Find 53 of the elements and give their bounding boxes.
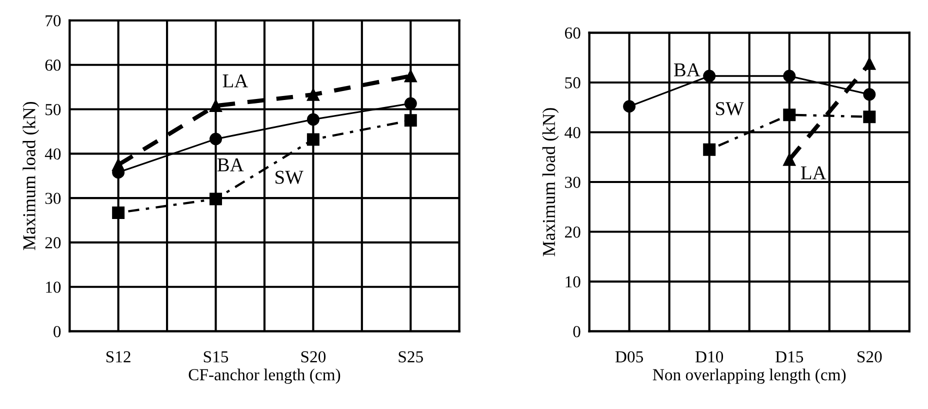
- x-tick-label: D15: [776, 351, 804, 362]
- y-tick-label: 50: [565, 77, 580, 88]
- y-axis-title: Maximum load (kN): [22, 102, 40, 250]
- x-tick-label: S25: [398, 351, 423, 362]
- point: [863, 88, 876, 101]
- y-tick-label: 0: [54, 326, 61, 338]
- y-tick-label: 40: [44, 148, 61, 160]
- series-label: SW: [276, 170, 304, 184]
- point: [863, 57, 876, 70]
- point: [703, 70, 716, 82]
- point: [306, 133, 320, 146]
- y-tick-label: 10: [46, 282, 61, 293]
- x-axis-title: Non overlapping length (cm): [652, 368, 846, 384]
- x-tick-label: D05: [615, 351, 643, 362]
- point: [210, 132, 222, 146]
- point: [404, 97, 417, 110]
- y-tick-label: 20: [45, 237, 61, 248]
- y-tick-label: 60: [564, 27, 580, 39]
- point: [863, 110, 876, 124]
- y-tick-label: 50: [46, 104, 61, 116]
- x-axis-title: CF-anchor length (cm): [188, 368, 340, 384]
- point: [783, 70, 796, 82]
- point: [112, 206, 125, 219]
- point: [112, 158, 125, 172]
- x-tick-label: S15: [204, 351, 228, 362]
- x-tick-label: D10: [695, 351, 724, 362]
- y-tick-label: 60: [45, 60, 61, 71]
- y-tick-label: 0: [573, 326, 580, 338]
- y-tick-label: 20: [565, 226, 580, 238]
- point: [210, 99, 222, 112]
- x-tick-label: S12: [106, 351, 130, 362]
- x-tick-label: S20: [301, 351, 326, 362]
- y-axis-title: Maximum load (kN): [542, 108, 559, 256]
- series-label: BA: [217, 158, 244, 172]
- y-tick-label: 30: [45, 192, 61, 204]
- x-tick-label: S20: [858, 351, 882, 362]
- point: [623, 100, 636, 113]
- y-tick-label: 30: [565, 176, 580, 188]
- series-label: BA: [674, 63, 700, 76]
- point: [783, 153, 796, 166]
- y-tick-label: 70: [46, 15, 61, 26]
- point: [306, 88, 320, 101]
- point: [404, 70, 417, 82]
- point: [404, 114, 417, 127]
- y-tick-label: 10: [566, 276, 580, 288]
- y-tick-label: 40: [564, 126, 580, 138]
- point: [703, 143, 716, 156]
- series-label: LA: [222, 74, 248, 88]
- point: [783, 108, 796, 122]
- point: [210, 192, 222, 206]
- series-label: SW: [716, 102, 744, 116]
- point: [306, 113, 320, 126]
- series-label: LA: [800, 166, 826, 180]
